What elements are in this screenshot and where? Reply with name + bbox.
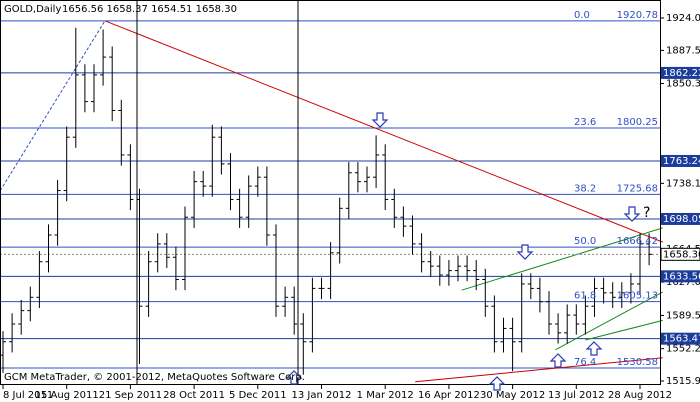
x-tick-label: 13 Jan 2012: [292, 390, 352, 401]
y-tick-label: 1627.05: [666, 277, 700, 288]
fib-ratio: 0.0: [574, 10, 590, 21]
arrows: [285, 112, 641, 391]
level-label: 1633.56: [663, 271, 700, 282]
level-label: 1563.47: [663, 334, 700, 345]
footer: GCM MetaTrader, © 2001-2012, MetaQuotes …: [4, 372, 305, 383]
fib-value: 1530.58: [617, 357, 658, 368]
fib-value: 1666.42: [617, 236, 658, 247]
x-tick-label: 5 Dec 2011: [229, 390, 287, 401]
fib-ratio: 50.0: [574, 236, 596, 247]
y-tick-label: 1738.10: [666, 178, 700, 189]
level-label: 1698.05: [663, 214, 700, 225]
y-tick-label: 1887.55: [666, 45, 700, 56]
down-arrow: [516, 244, 534, 260]
x-tick-label: 1 Mar 2012: [357, 390, 414, 401]
y-tick-label: 1924.00: [666, 13, 700, 24]
trend-line: [555, 291, 663, 351]
plot-area: [0, 20, 663, 383]
up-arrow: [585, 341, 603, 356]
level-box: [661, 66, 700, 79]
fib-value: 1725.68: [617, 183, 658, 194]
trend-line: [0, 20, 106, 191]
down-arrow: [623, 206, 641, 222]
x-tick-label: 21 Sep 2011: [99, 390, 162, 401]
level-label: 1862.22: [663, 68, 700, 79]
x-tick-label: 13 Jul 2012: [548, 390, 605, 401]
trend-line: [585, 319, 663, 341]
fib-ratio: 23.6: [574, 117, 596, 128]
trend-line: [415, 357, 663, 383]
level-box: [661, 154, 700, 167]
plot-border: [0, 0, 661, 385]
level-box: [661, 212, 700, 225]
y-tick-label: 1850.35: [666, 78, 700, 89]
up-arrow: [488, 376, 506, 391]
trend-line: [461, 227, 663, 291]
x-tick-label: 28 Oct 2011: [163, 390, 225, 401]
x-tick-label: 30 May 2012: [480, 390, 545, 401]
up-arrow: [549, 353, 567, 368]
level-box: [661, 332, 700, 345]
fib-value: 1800.25: [617, 117, 658, 128]
annotation: ?: [643, 205, 650, 221]
up-arrow: [285, 370, 303, 385]
level-box: [661, 270, 700, 283]
trend-line: [104, 20, 663, 243]
x-tick-label: 16 Apr 2012: [418, 390, 480, 401]
last-price-label: 1658.30: [663, 249, 700, 260]
x-tick-label: 8 Jul 2011: [3, 390, 53, 401]
level-label: 1763.24: [663, 156, 700, 167]
fib-value: 1605.13: [617, 291, 658, 302]
y-tick-label: 1552.20: [666, 344, 700, 355]
x-tick-label: 28 Aug 2012: [608, 390, 672, 401]
fib-value: 1920.78: [617, 10, 658, 21]
down-arrow: [371, 112, 389, 128]
symbol: GOLD,Daily: [4, 4, 61, 15]
last-price-box: [660, 247, 700, 261]
y-tick-label: 1589.56: [666, 310, 700, 321]
fib-ratio: 76.4: [574, 357, 596, 368]
fib-ratio: 61.8: [574, 291, 596, 302]
last-bar: 1656.56 1658.37 1654.51 1658.30: [62, 4, 237, 15]
y-tick-label: 1515.90: [666, 376, 700, 387]
fib-ratio: 38.2: [574, 183, 596, 194]
x-tick-label: 15 Aug 2011: [35, 390, 99, 401]
